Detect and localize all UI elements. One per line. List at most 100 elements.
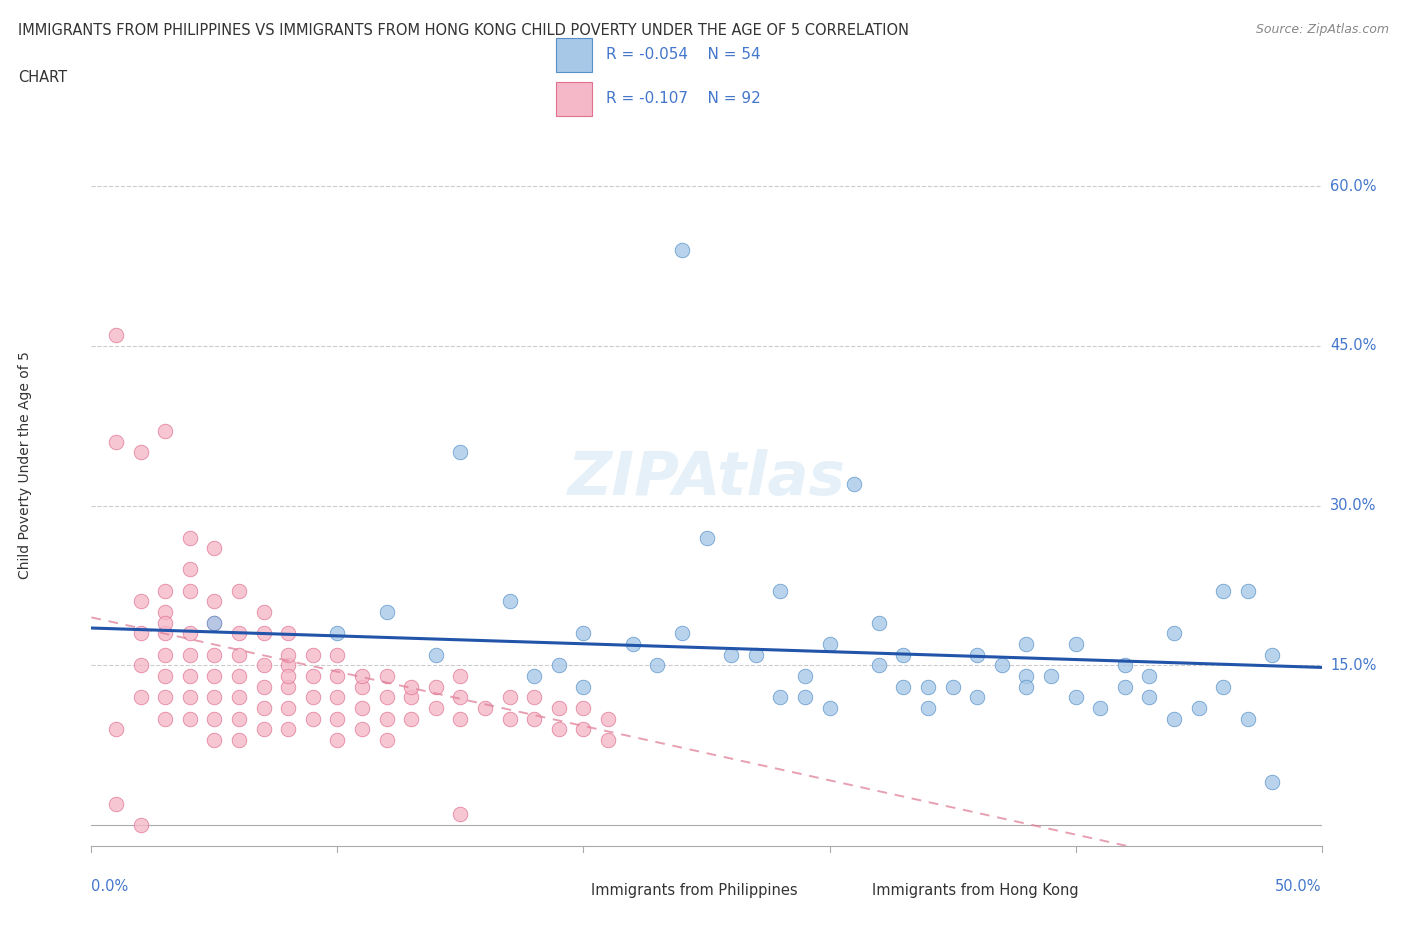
Point [1237,583,1260,598]
Point [202,669,225,684]
Point [966,647,988,662]
Point [326,626,349,641]
Text: R = -0.054    N = 54: R = -0.054 N = 54 [606,47,761,62]
Point [449,669,471,684]
Point [1237,711,1260,726]
Point [523,669,546,684]
Point [179,690,201,705]
Point [375,669,398,684]
Point [596,711,619,726]
Text: 50.0%: 50.0% [1275,880,1322,895]
Point [153,616,177,631]
Point [153,423,177,438]
Point [202,647,225,662]
Point [153,583,177,598]
Point [253,679,276,694]
Point [966,690,988,705]
Point [425,679,447,694]
Point [105,796,127,811]
Point [277,669,299,684]
Point [695,530,717,545]
Point [596,733,619,748]
Point [1015,669,1038,684]
Point [153,647,177,662]
Point [202,711,225,726]
Point [941,679,963,694]
Point [253,658,276,672]
Point [1088,700,1111,715]
Point [153,711,177,726]
Point [1015,636,1038,651]
Point [129,626,152,641]
Point [228,733,250,748]
Point [572,626,595,641]
Point [105,327,127,342]
Point [1163,626,1185,641]
Point [228,669,250,684]
Point [1212,583,1234,598]
Point [253,722,276,737]
Point [868,616,890,631]
Point [818,636,841,651]
Point [1261,775,1284,790]
Point [1139,669,1161,684]
Point [228,711,250,726]
Text: Immigrants from Hong Kong: Immigrants from Hong Kong [872,884,1078,898]
Point [1187,700,1209,715]
Point [1212,679,1234,694]
Point [1163,711,1185,726]
Point [917,679,939,694]
Point [326,690,349,705]
Point [105,434,127,449]
Point [202,540,225,555]
Point [301,669,323,684]
Point [228,626,250,641]
Text: ZIPAtlas: ZIPAtlas [568,449,845,509]
Point [179,530,201,545]
Point [572,700,595,715]
Point [547,658,569,672]
Point [129,658,152,672]
Point [253,700,276,715]
Point [769,690,792,705]
Point [891,647,914,662]
Point [253,604,276,619]
Point [105,722,127,737]
Text: 30.0%: 30.0% [1330,498,1376,513]
Point [399,711,422,726]
Text: Immigrants from Philippines: Immigrants from Philippines [591,884,797,898]
Text: Child Poverty Under the Age of 5: Child Poverty Under the Age of 5 [18,351,32,579]
Point [818,700,841,715]
Text: CHART: CHART [18,70,67,85]
Point [547,722,569,737]
Point [671,243,693,258]
Point [352,679,374,694]
Point [793,690,815,705]
Point [326,733,349,748]
FancyBboxPatch shape [555,37,592,72]
Text: 15.0%: 15.0% [1330,658,1376,672]
Point [202,594,225,609]
Point [129,594,152,609]
Point [523,690,546,705]
Point [1261,647,1284,662]
Point [990,658,1012,672]
Point [202,690,225,705]
Point [523,711,546,726]
Point [745,647,768,662]
Point [153,669,177,684]
Point [179,626,201,641]
Point [277,679,299,694]
Point [301,690,323,705]
Point [474,700,496,715]
Point [277,700,299,715]
Point [720,647,742,662]
Point [572,679,595,694]
Text: 60.0%: 60.0% [1330,179,1376,193]
Point [179,647,201,662]
Point [352,669,374,684]
Point [277,626,299,641]
Point [179,583,201,598]
Point [153,604,177,619]
Point [301,647,323,662]
